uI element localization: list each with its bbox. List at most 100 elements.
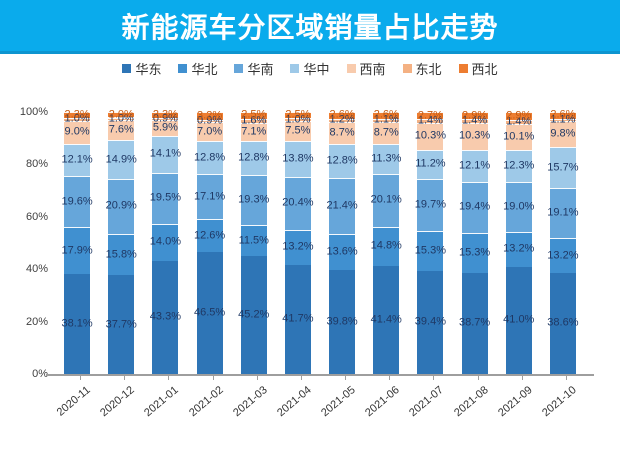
bar-segment-华中 bbox=[373, 144, 400, 175]
data-label-华南: 19.6% bbox=[61, 195, 93, 208]
legend-item-西北: 西北 bbox=[458, 59, 498, 78]
bar-segment-华南 bbox=[284, 176, 311, 231]
legend-item-华东: 华东 bbox=[122, 59, 161, 78]
data-label-华东: 41.4% bbox=[370, 313, 402, 326]
bar-segment-东北 bbox=[505, 119, 532, 124]
legend-item-华南: 华南 bbox=[234, 59, 273, 78]
legend-item-华北: 华北 bbox=[178, 59, 217, 78]
bar-segment-东北 bbox=[549, 118, 576, 122]
bar-segment-华东 bbox=[284, 264, 311, 374]
x-axis-tick bbox=[565, 376, 567, 380]
data-label-华南: 17.1% bbox=[193, 190, 226, 203]
data-label-华北: 11.5% bbox=[238, 234, 269, 246]
data-label-华南: 20.4% bbox=[282, 196, 314, 209]
data-label-东北: 1.4% bbox=[506, 115, 532, 128]
bar-segment-华东 bbox=[152, 260, 179, 374]
x-axis-tick bbox=[300, 376, 302, 380]
data-label-华中: 13.8% bbox=[282, 152, 314, 165]
bar-segment-华北 bbox=[461, 232, 488, 273]
data-label-西南: 8.7% bbox=[373, 126, 399, 139]
bar-segment-西南 bbox=[505, 123, 532, 150]
bar-segment-华中 bbox=[64, 144, 91, 176]
data-label-西北: 2.6% bbox=[550, 108, 576, 121]
legend-swatch-icon bbox=[458, 63, 468, 73]
data-label-华中: 12.8% bbox=[193, 151, 226, 164]
data-label-西北: 2.7% bbox=[417, 109, 443, 122]
x-axis-tick bbox=[212, 376, 214, 380]
data-label-华东: 38.1% bbox=[61, 317, 93, 330]
data-label-东北: 1.4% bbox=[417, 114, 443, 127]
bar-segment-华南 bbox=[549, 188, 576, 239]
data-label-东北: 1.0% bbox=[108, 112, 134, 125]
data-label-华北: 13.2% bbox=[547, 249, 579, 262]
x-axis-category-label: 2021-09 bbox=[495, 384, 535, 420]
data-label-华北: 15.8% bbox=[105, 248, 137, 261]
bar-segment-西北 bbox=[461, 111, 488, 120]
data-label-西南: 8.7% bbox=[329, 126, 355, 139]
bar-segment-华北 bbox=[329, 234, 356, 270]
data-label-东北: 1.2% bbox=[329, 113, 355, 126]
data-label-华东: 39.4% bbox=[414, 315, 447, 328]
legend-label: 西南 bbox=[359, 61, 386, 77]
data-label-东北: 1.1% bbox=[373, 113, 399, 126]
bar-segment-西北 bbox=[240, 112, 267, 119]
bar-segment-华南 bbox=[152, 172, 179, 224]
bar-segment-东北 bbox=[417, 119, 444, 123]
data-label-西南: 7.1% bbox=[241, 125, 267, 138]
data-label-华东: 45.2% bbox=[238, 308, 270, 321]
bar-segment-华南 bbox=[505, 182, 532, 232]
x-axis-category-label: 2021-01 bbox=[142, 384, 182, 420]
y-axis-tick-label: 60% bbox=[25, 210, 48, 223]
bar-segment-西南 bbox=[329, 121, 356, 145]
bar-segment-华中 bbox=[152, 135, 179, 173]
bar-segment-华东 bbox=[108, 275, 135, 374]
bar-segment-西南 bbox=[417, 122, 444, 150]
data-label-西北: 2.6% bbox=[329, 108, 355, 121]
data-label-华北: 14.8% bbox=[370, 239, 402, 252]
data-label-西北: 3.2% bbox=[197, 109, 223, 122]
y-axis-tick-label: 20% bbox=[25, 315, 48, 328]
legend-swatch-icon bbox=[346, 63, 356, 73]
data-label-西南: 7.5% bbox=[285, 124, 311, 137]
bar-segment-西南 bbox=[64, 120, 91, 145]
bar-segment-华北 bbox=[196, 219, 223, 253]
bar-segment-西南 bbox=[284, 120, 311, 141]
data-label-东北: 0.9% bbox=[197, 114, 223, 127]
data-label-西南: 7.6% bbox=[108, 123, 134, 136]
bar-segment-华北 bbox=[549, 238, 576, 273]
legend-swatch-icon bbox=[402, 63, 412, 73]
bar-segment-华北 bbox=[417, 230, 444, 271]
bar-segment-华中 bbox=[240, 141, 267, 175]
data-label-西南: 5.9% bbox=[152, 121, 178, 134]
bar-segment-华北 bbox=[505, 231, 532, 267]
x-axis-tick bbox=[477, 376, 479, 380]
data-label-华东: 38.7% bbox=[458, 316, 491, 329]
chart-title: 新能源车分区域销量占比走势 bbox=[121, 11, 499, 43]
x-axis-category-label: 2020-12 bbox=[98, 384, 137, 420]
data-label-华东: 37.7% bbox=[105, 318, 137, 331]
data-label-华中: 15.7% bbox=[547, 161, 579, 174]
chart-title-bar: 新能源车分区域销量占比走势 bbox=[0, 0, 620, 54]
legend-swatch-icon bbox=[290, 63, 300, 73]
data-label-西南: 10.1% bbox=[503, 130, 535, 143]
x-axis-line bbox=[46, 374, 594, 376]
data-label-西北: 2.0% bbox=[108, 108, 134, 121]
bar-segment-东北 bbox=[108, 117, 135, 121]
x-axis-tick bbox=[256, 376, 258, 380]
data-label-西南: 7.0% bbox=[197, 125, 223, 138]
data-label-华中: 12.3% bbox=[503, 159, 535, 172]
legend-swatch-icon bbox=[234, 63, 244, 73]
bar-segment-西南 bbox=[152, 120, 179, 136]
bar-segment-华中 bbox=[329, 144, 356, 179]
data-label-西北: 2.5% bbox=[241, 108, 267, 121]
plot-area: 0% 20% 40% 60% 80% 100% 38.1% 17.9% 19.6% 12.1% 9.… bbox=[20, 106, 594, 419]
bar-segment-东北 bbox=[284, 118, 311, 121]
bar-segment-华南 bbox=[373, 174, 400, 227]
data-label-华东: 38.6% bbox=[547, 316, 579, 329]
x-axis-category-label: 2021-06 bbox=[363, 384, 402, 420]
data-label-华中: 12.8% bbox=[238, 151, 270, 164]
bar-segment-西北 bbox=[64, 112, 91, 119]
x-axis-category-label: 2021-10 bbox=[539, 384, 579, 420]
data-label-东北: 1.1% bbox=[550, 113, 576, 126]
